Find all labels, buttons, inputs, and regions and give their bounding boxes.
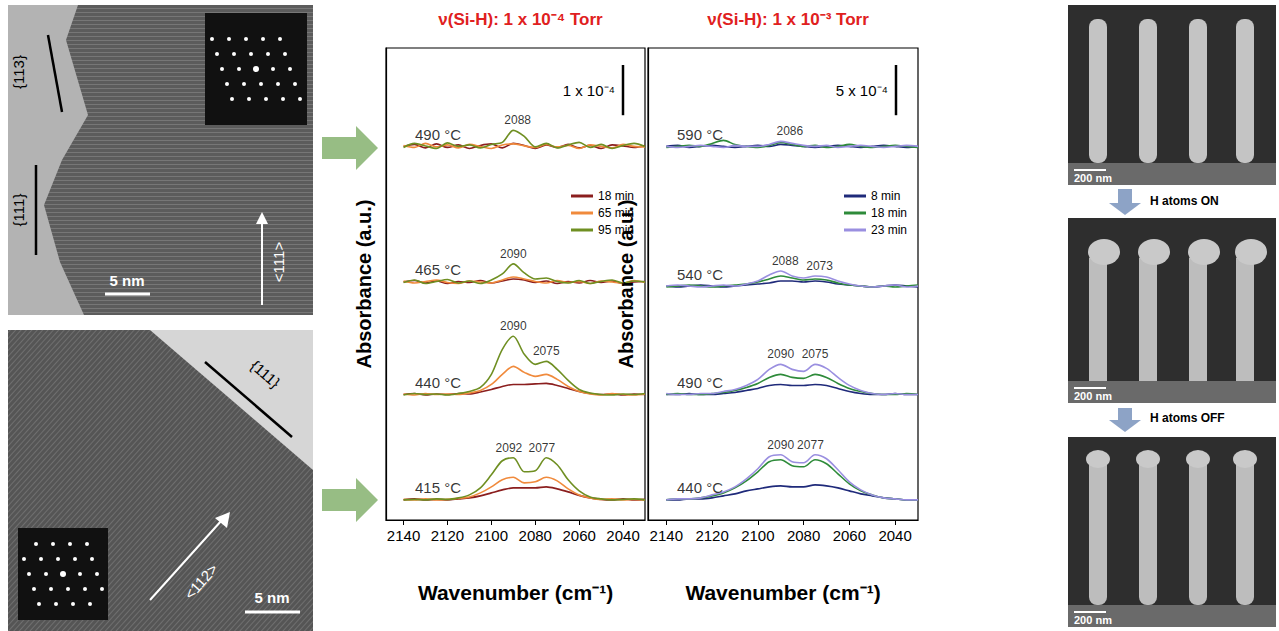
svg-text:2075: 2075 xyxy=(802,347,829,361)
svg-text:8 min: 8 min xyxy=(871,189,900,203)
svg-text:490 °C: 490 °C xyxy=(415,126,461,143)
svg-text:440 °C: 440 °C xyxy=(677,479,723,496)
svg-text:2140: 2140 xyxy=(387,527,420,544)
svg-text:5 nm: 5 nm xyxy=(109,272,144,289)
svg-text:440 °C: 440 °C xyxy=(415,374,461,391)
svg-text:2090: 2090 xyxy=(767,347,794,361)
svg-text:{111}: {111} xyxy=(10,194,27,227)
svg-text:490 °C: 490 °C xyxy=(677,374,723,391)
svg-text:2088: 2088 xyxy=(772,254,799,268)
svg-text:2060: 2060 xyxy=(833,527,866,544)
svg-text:2090: 2090 xyxy=(500,319,527,333)
svg-text:2100: 2100 xyxy=(475,527,508,544)
svg-text:<112>: <112> xyxy=(181,560,222,602)
svg-text:H atoms OFF: H atoms OFF xyxy=(1150,411,1225,425)
svg-text:2077: 2077 xyxy=(797,438,824,452)
svg-text:2080: 2080 xyxy=(787,527,820,544)
svg-text:200 nm: 200 nm xyxy=(1074,172,1112,184)
svg-text:H atoms ON: H atoms ON xyxy=(1150,194,1219,208)
svg-text:2080: 2080 xyxy=(519,527,552,544)
svg-text:2075: 2075 xyxy=(533,344,560,358)
svg-text:2140: 2140 xyxy=(650,527,683,544)
svg-text:18 min: 18 min xyxy=(871,206,907,220)
svg-text:{111}: {111} xyxy=(248,357,284,391)
svg-text:18 min: 18 min xyxy=(598,189,634,203)
svg-text:2040: 2040 xyxy=(606,527,639,544)
svg-text:Absorbance (a.u.): Absorbance (a.u.) xyxy=(615,200,637,369)
svg-text:2073: 2073 xyxy=(806,259,833,273)
svg-text:2088: 2088 xyxy=(504,113,531,127)
svg-text:5 x 10⁻⁴: 5 x 10⁻⁴ xyxy=(836,82,888,99)
svg-text:2090: 2090 xyxy=(767,438,794,452)
svg-text:415 °C: 415 °C xyxy=(415,479,461,496)
svg-text:200 nm: 200 nm xyxy=(1074,614,1112,626)
svg-text:ν(Si-H): 1 x 10⁻⁴ Torr: ν(Si-H): 1 x 10⁻⁴ Torr xyxy=(438,10,603,29)
svg-text:Absorbance (a.u.): Absorbance (a.u.) xyxy=(353,200,375,369)
svg-text:540 °C: 540 °C xyxy=(677,266,723,283)
svg-text:2077: 2077 xyxy=(528,441,555,455)
svg-text:<111>: <111> xyxy=(270,242,287,283)
svg-text:Wavenumber (cm⁻¹): Wavenumber (cm⁻¹) xyxy=(685,581,880,604)
svg-text:2092: 2092 xyxy=(496,441,523,455)
svg-text:1 x 10⁻⁴: 1 x 10⁻⁴ xyxy=(563,82,615,99)
svg-text:2090: 2090 xyxy=(500,247,527,261)
svg-text:2100: 2100 xyxy=(741,527,774,544)
svg-text:200 nm: 200 nm xyxy=(1074,390,1112,402)
svg-text:23 min: 23 min xyxy=(871,223,907,237)
svg-text:2120: 2120 xyxy=(431,527,464,544)
svg-text:{113}: {113} xyxy=(10,55,27,89)
svg-text:ν(Si-H): 1 x 10⁻³ Torr: ν(Si-H): 1 x 10⁻³ Torr xyxy=(707,10,869,29)
svg-text:2040: 2040 xyxy=(878,527,911,544)
svg-text:2060: 2060 xyxy=(562,527,595,544)
svg-text:Wavenumber (cm⁻¹): Wavenumber (cm⁻¹) xyxy=(418,581,613,604)
svg-text:2086: 2086 xyxy=(777,124,804,138)
svg-text:2120: 2120 xyxy=(695,527,728,544)
svg-text:590 °C: 590 °C xyxy=(677,126,723,143)
svg-text:465 °C: 465 °C xyxy=(415,261,461,278)
svg-text:5 nm: 5 nm xyxy=(254,589,289,606)
